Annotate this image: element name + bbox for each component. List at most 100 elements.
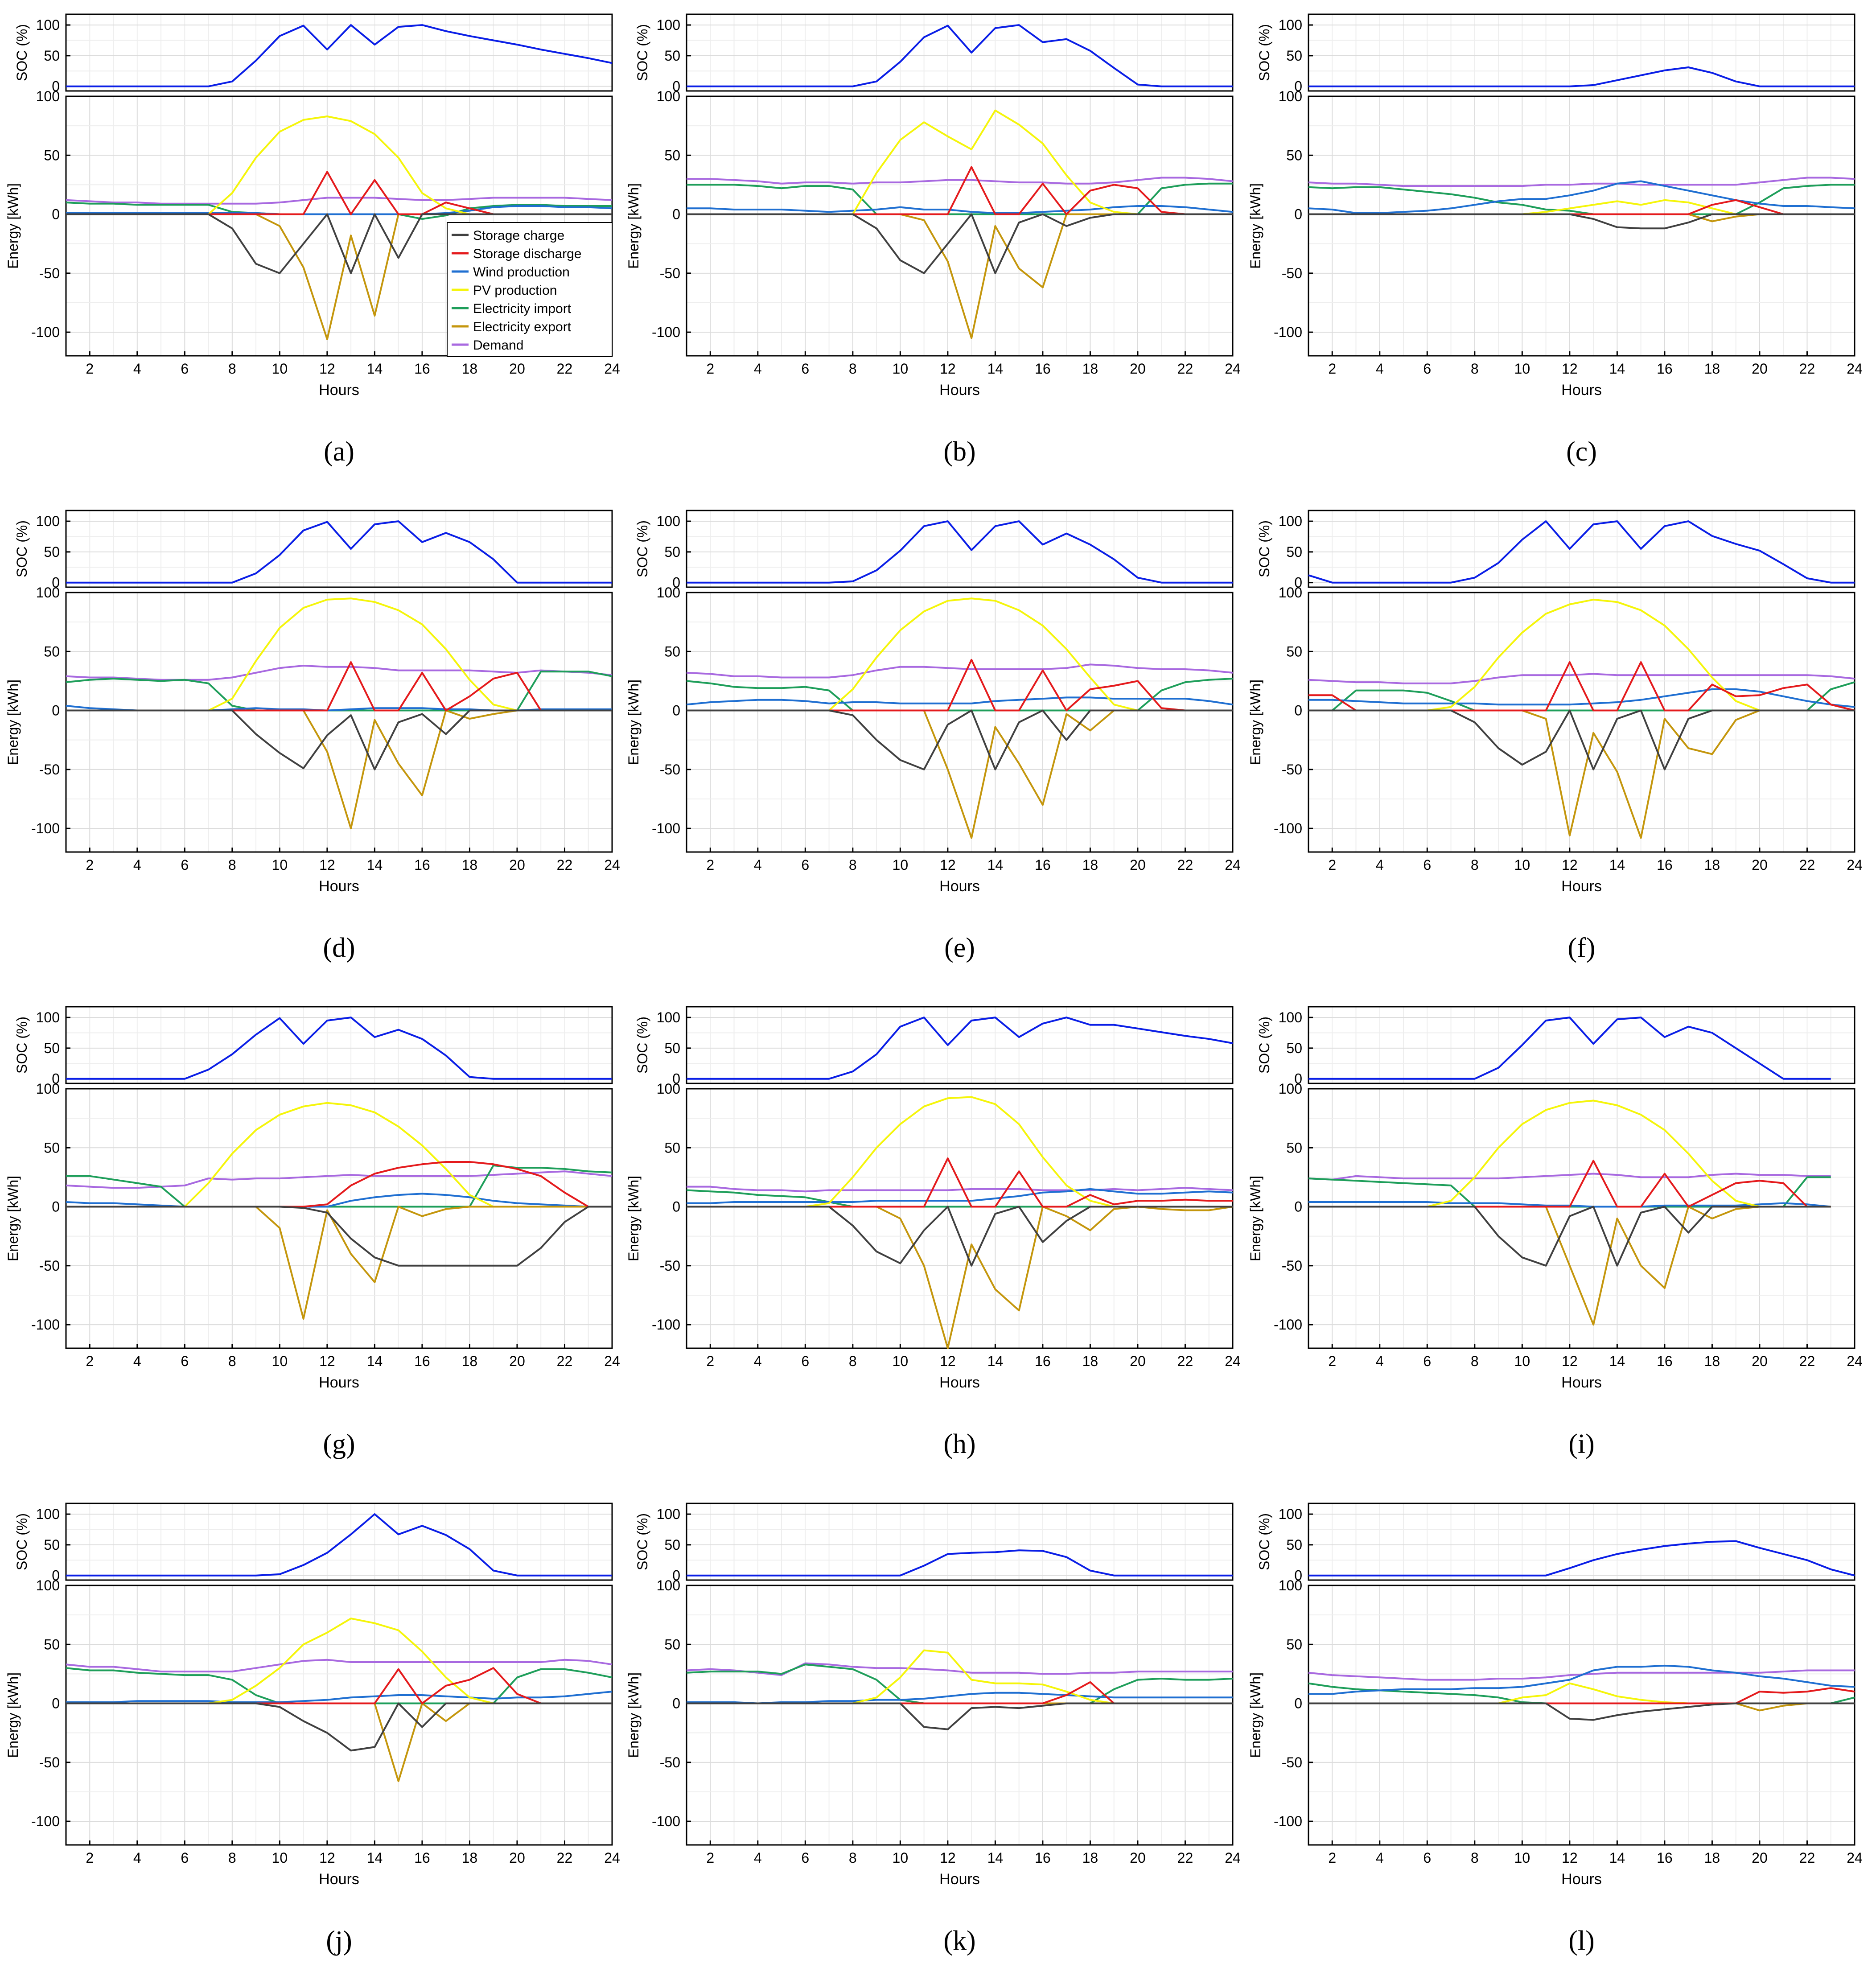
energy-xtick-label: 12 [1562,361,1578,377]
soc-line [1308,1540,1855,1577]
energy-ytick-label: -50 [660,1258,680,1274]
series-line-wind-production [1308,688,1855,708]
energy-ytick-label: 50 [664,643,680,659]
energy-plot-frame [1308,1088,1855,1349]
panel-caption: (c) [1566,436,1597,467]
series-line-wind-production [66,205,613,215]
energy-xtick-label: 4 [133,857,141,873]
panel-caption: (g) [323,1429,355,1459]
energy-ytick-label: 100 [1279,585,1302,601]
soc-ytick-label: 0 [672,1568,680,1584]
soc-ytick-label: 0 [52,78,60,95]
energy-ytick-label: 100 [657,88,680,104]
energy-ytick-label: 50 [1286,147,1302,163]
energy-xtick-label: 16 [1035,361,1051,377]
energy-xlabel: Hours [939,1871,980,1888]
soc-ylabel: SOC (%) [1256,1513,1272,1570]
energy-ytick-label: 0 [672,703,680,719]
energy-ytick-label: 0 [52,206,60,222]
soc-ytick-label: 50 [44,1040,60,1056]
energy-xtick-label: 12 [319,361,335,377]
series-line-wind-production [1308,180,1855,214]
energy-xtick-label: 8 [849,1353,857,1369]
soc-ytick-label: 0 [672,78,680,95]
energy-xtick-label: 16 [414,857,430,873]
legend: Storage charge Storage discharge Wind prod… [447,222,613,357]
energy-ytick-label: 50 [1286,643,1302,659]
energy-xlabel: Hours [319,878,359,895]
energy-plot-frame [65,1585,613,1846]
energy-xlabel: Hours [319,1374,359,1391]
energy-xtick-label: 18 [1704,361,1720,377]
soc-plot-frame [686,1006,1234,1084]
energy-xtick-label: 6 [801,1850,809,1866]
energy-ytick-label: 100 [36,88,60,104]
panel-caption: (d) [323,933,355,963]
soc-ytick-label: 50 [44,1537,60,1553]
energy-xtick-label: 24 [604,361,620,377]
energy-ylabel: Energy [kWh] [625,1672,642,1758]
legend-label: PV production [473,283,557,298]
energy-xtick-label: 14 [987,1850,1004,1866]
series-line-electricity-import [66,1165,613,1208]
energy-xlabel: Hours [939,878,980,895]
series-line-electricity-import [686,1189,1233,1208]
soc-ytick-label: 100 [657,17,680,33]
soc-ylabel: SOC (%) [1256,24,1272,81]
series-line-storage-charge [687,1702,1233,1730]
energy-ytick-label: -100 [31,1317,60,1333]
energy-xtick-label: 4 [754,1850,762,1866]
energy-xtick-label: 22 [1177,1850,1193,1866]
energy-xtick-label: 8 [228,1850,236,1866]
soc-ylabel: SOC (%) [14,1017,30,1074]
series-line-storage-discharge [687,1681,1233,1704]
energy-xtick-label: 8 [849,1850,857,1866]
soc-ytick-label: 0 [1294,575,1302,591]
energy-xtick-label: 8 [849,857,857,873]
energy-ylabel: Energy [kWh] [1247,1672,1263,1758]
energy-xtick-label: 18 [462,1850,478,1866]
panel-caption: (e) [944,933,975,963]
legend-label: Wind production [473,265,570,280]
energy-ytick-label: -50 [39,1754,60,1770]
energy-xtick-label: 2 [706,1353,714,1369]
soc-ytick-label: 100 [36,513,60,529]
soc-ytick-label: 50 [44,544,60,560]
energy-xtick-label: 24 [1225,1850,1241,1866]
energy-xtick-label: 6 [1423,1353,1431,1369]
soc-ylabel: SOC (%) [14,520,30,577]
soc-line [687,520,1233,584]
energy-ytick-label: 0 [52,1696,60,1712]
energy-xtick-label: 2 [86,857,94,873]
soc-ytick-label: 100 [1279,513,1302,529]
energy-xtick-label: 24 [1847,1850,1863,1866]
energy-xlabel: Hours [319,382,359,399]
energy-xtick-label: 10 [272,361,288,377]
soc-plot-frame [65,1006,613,1084]
energy-xtick-label: 14 [367,361,383,377]
energy-xtick-label: 12 [1562,1353,1578,1369]
energy-xtick-label: 18 [1082,1850,1098,1866]
energy-ytick-label: 100 [1279,1081,1302,1097]
energy-xtick-label: 6 [181,1353,189,1369]
energy-ytick-label: 0 [52,1199,60,1215]
energy-xtick-label: 22 [1799,1353,1815,1369]
energy-xtick-label: 2 [706,1850,714,1866]
energy-ytick-label: 100 [36,585,60,601]
energy-xtick-label: 18 [1704,1850,1720,1866]
energy-ytick-label: 100 [36,1577,60,1593]
energy-xtick-label: 16 [414,361,430,377]
energy-xtick-label: 4 [754,361,762,377]
energy-xtick-label: 16 [1035,857,1051,873]
soc-line [1308,66,1855,87]
energy-xtick-label: 6 [181,1850,189,1866]
energy-xtick-label: 4 [1376,361,1384,377]
energy-xtick-label: 24 [604,1850,620,1866]
soc-ytick-label: 100 [1279,1506,1302,1522]
soc-ylabel: SOC (%) [1256,1017,1272,1074]
energy-xtick-label: 2 [86,361,94,377]
energy-ytick-label: 0 [1294,206,1302,222]
